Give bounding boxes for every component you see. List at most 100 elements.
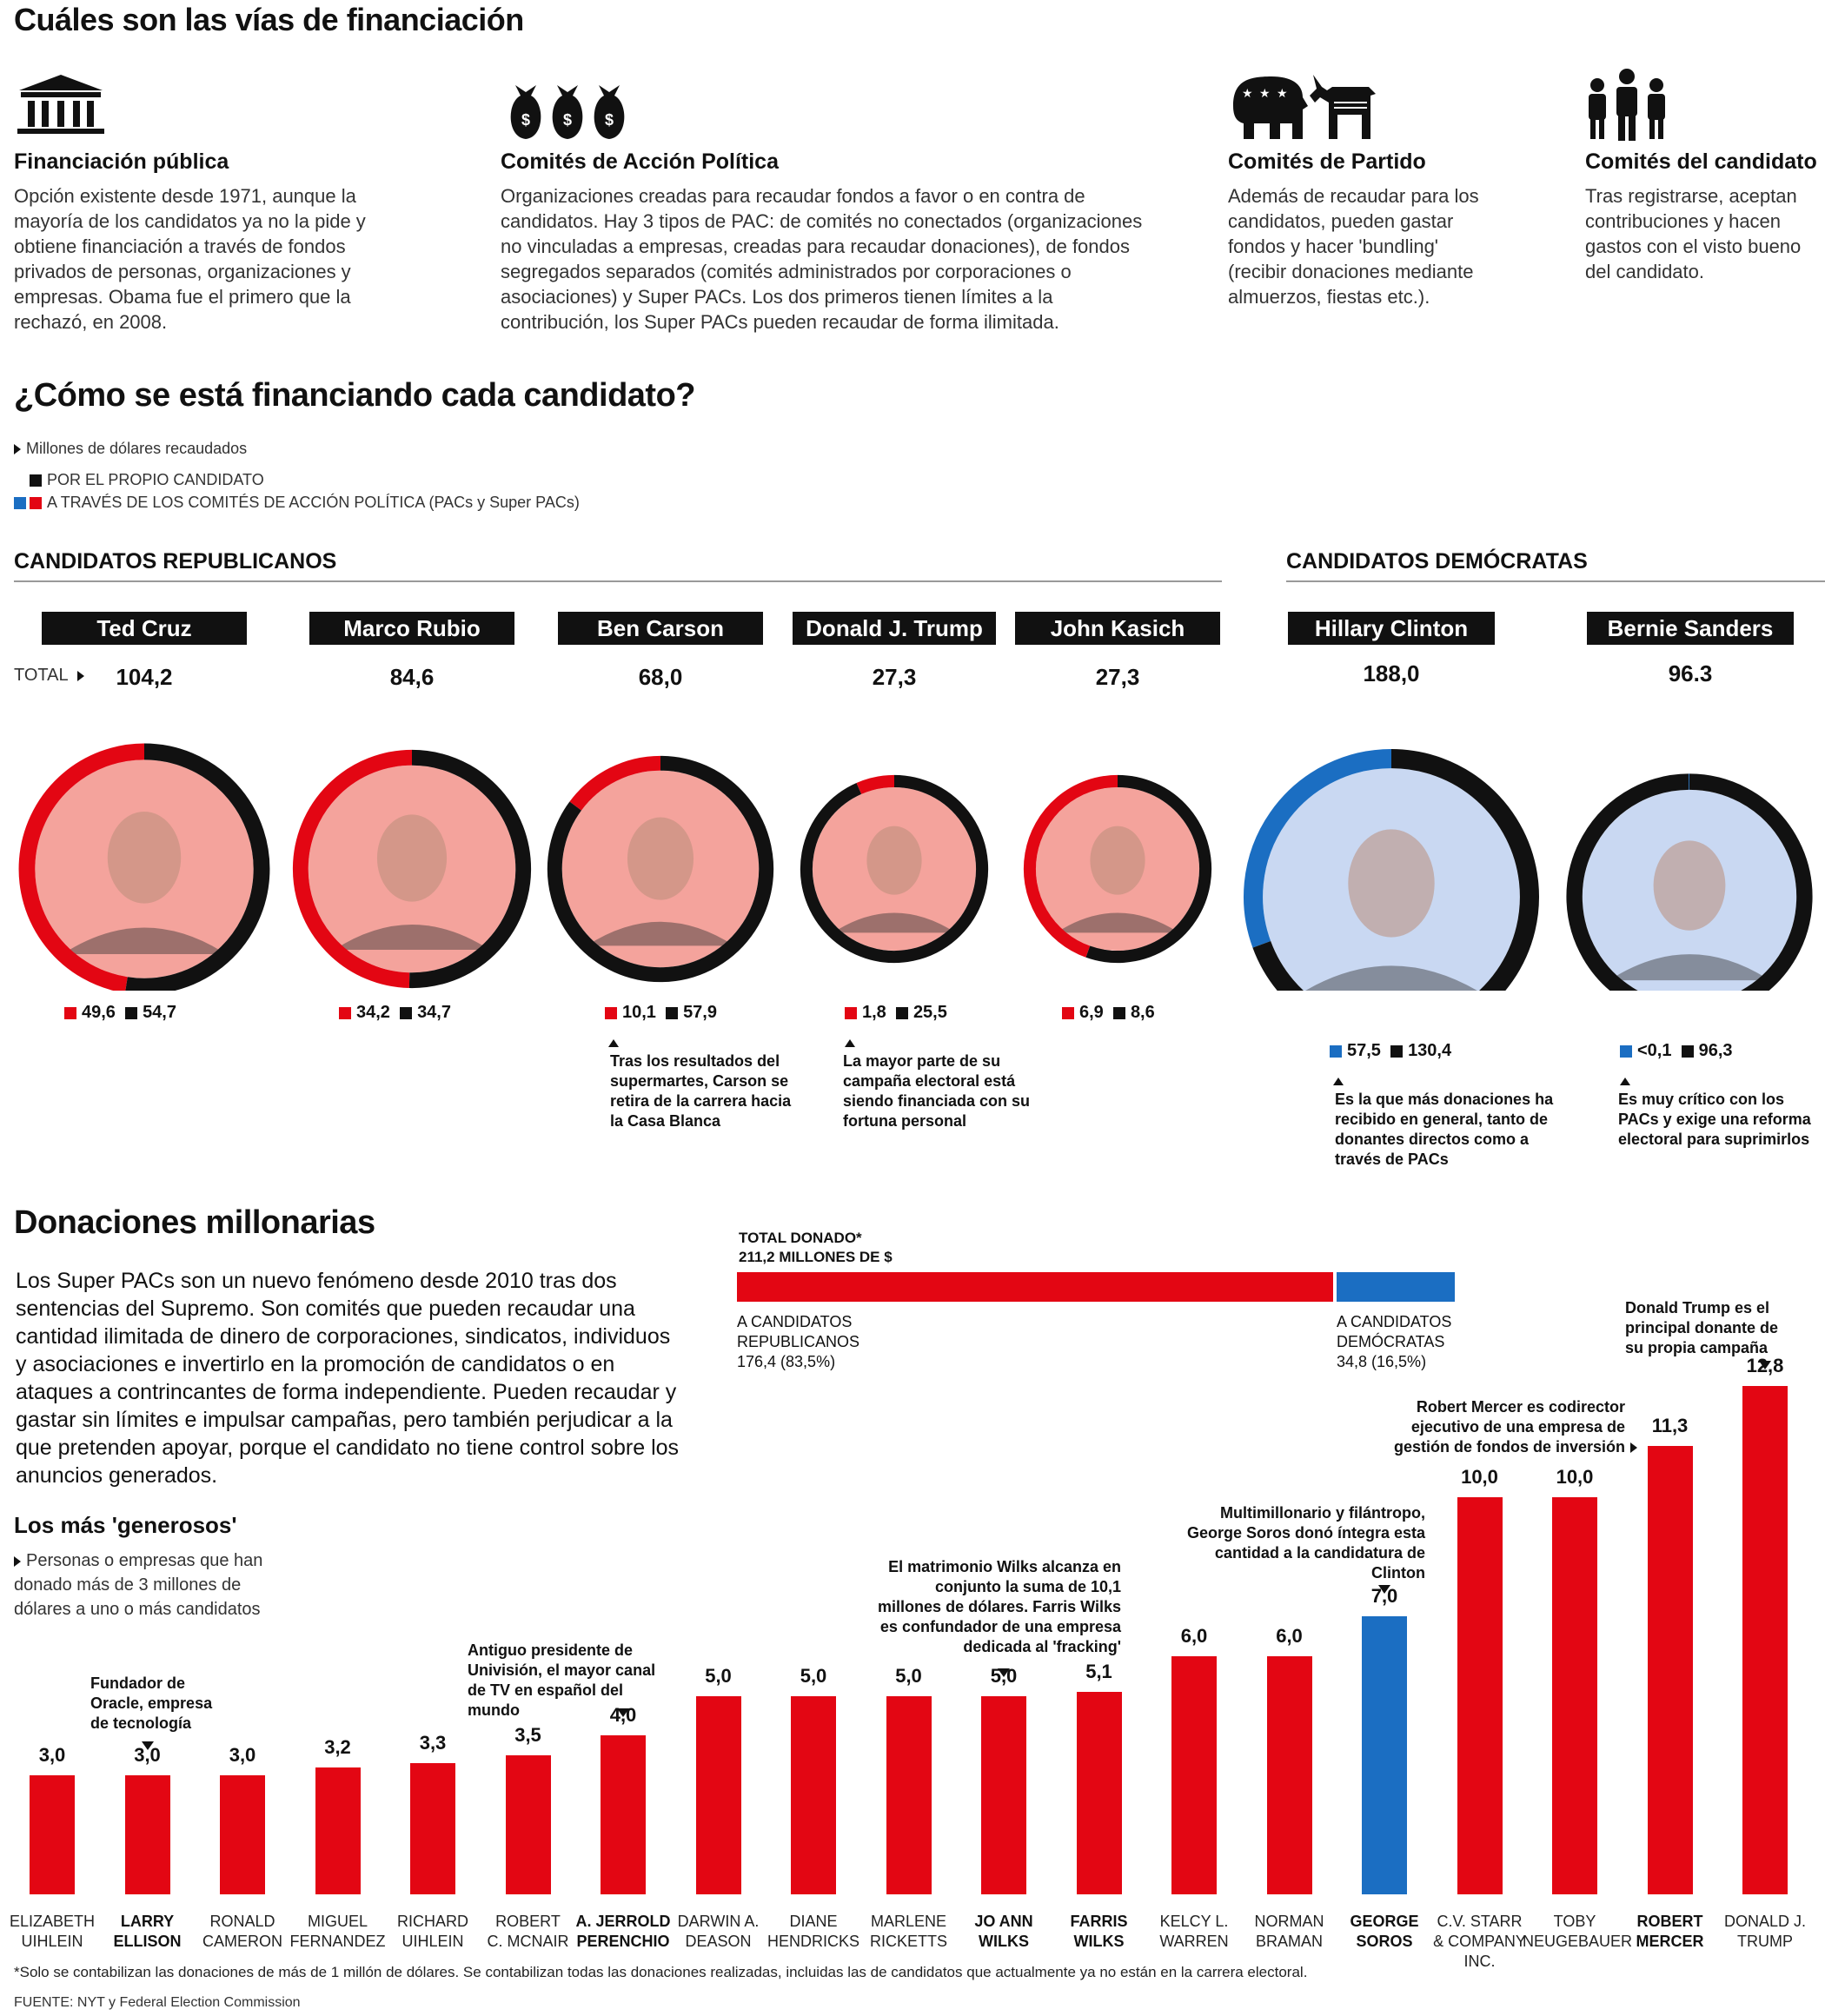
legend-own: POR EL PROPIO CANDIDATO: [14, 471, 264, 489]
total-label: TOTAL: [14, 666, 90, 686]
donor-name-label: RICHARD UIHLEIN: [381, 1912, 485, 1952]
donor-annotation: Donald Trump es el principal donante de …: [1625, 1299, 1779, 1356]
triangle-down-icon: [998, 1668, 1010, 1677]
note-bernie-sanders: Es muy crítico con los PACs y exige una …: [1618, 1091, 1811, 1148]
donor-name-line: SOROS: [1356, 1933, 1413, 1950]
triangle-right-icon: [77, 670, 85, 681]
donor-annotation: Antiguo presidente de Univisión, el mayo…: [468, 1641, 656, 1719]
donor-name-line: JO ANN: [974, 1913, 1033, 1930]
black-swatch: [1112, 1006, 1125, 1019]
donut-1: [293, 749, 532, 989]
donut-own-segment: [1566, 773, 1813, 991]
donor-value-label: 3,0: [38, 1743, 66, 1766]
donor-name-label: LARRY ELLISON: [96, 1912, 200, 1952]
note-donald-trump: La mayor parte de su campaña electoral e…: [843, 1052, 1031, 1130]
face-silhouette: [107, 812, 182, 904]
candidate-name: Ben Carson: [558, 612, 763, 645]
face-silhouette: [866, 826, 922, 895]
candidate-total: 68,0: [638, 664, 683, 690]
svg-text:$: $: [605, 111, 614, 129]
legend-red-swatch: [30, 497, 42, 510]
donor-value-label: 5,0: [895, 1664, 922, 1687]
donor-name-label: KELCY L. WARREN: [1142, 1912, 1246, 1952]
donor-name-line: WILKS: [1073, 1933, 1125, 1950]
candidate-name: Bernie Sanders: [1587, 612, 1794, 645]
donor-name-label: DIANE HENDRICKS: [761, 1912, 866, 1952]
donut-pac-segment: [1023, 774, 1118, 958]
donor-name-label: MARLENE RICKETTS: [857, 1912, 961, 1952]
candidate-ted-cruz: Ted Cruz 104,2: [42, 612, 247, 691]
donor-bar: [1647, 1445, 1693, 1894]
republican-header: CANDIDATOS REPUBLICANOS: [14, 549, 337, 574]
donor-name-label: RONALD CAMERON: [190, 1912, 295, 1952]
donor-bar: [1266, 1655, 1312, 1894]
triangle-down-icon: [1378, 1585, 1390, 1594]
donor-name-label: MIGUEL FERNANDEZ: [286, 1912, 390, 1952]
donor-name-line: HENDRICKS: [766, 1933, 859, 1950]
donor-name-line: MIGUEL: [307, 1913, 368, 1930]
donor-value-label: 3,0: [134, 1743, 161, 1766]
candidate-bernie-sanders: Bernie Sanders 96.3: [1587, 612, 1794, 687]
face-silhouette: [1653, 840, 1726, 931]
donut-pac-segment: [18, 743, 145, 991]
black-swatch: [400, 1006, 413, 1019]
candidate-hillary-clinton: Hillary Clinton 188,0: [1288, 612, 1495, 687]
donor-name-line: WILKS: [979, 1933, 1029, 1950]
donut-0: [18, 743, 270, 991]
donor-name-line: RICHARD: [396, 1913, 468, 1930]
shoulders-silhouette: [1609, 954, 1770, 981]
donor-annotation: Fundador de Oracle, empresa de tecnologí…: [90, 1674, 213, 1732]
donor-value-label: 3,5: [514, 1724, 541, 1747]
donor-bar: [1742, 1386, 1788, 1894]
donor-name-line: PERENCHIO: [576, 1933, 670, 1950]
candidate-total: 104,2: [116, 664, 173, 690]
donor-value-label: 7,0: [1370, 1585, 1398, 1608]
candidate-donald-trump: Donald J. Trump 27,3: [793, 612, 996, 691]
donor-name-line: NEUGEBAUER: [1523, 1933, 1633, 1950]
shoulders-silhouette: [587, 921, 734, 946]
democrat-rule: [1286, 580, 1825, 582]
donor-bar: [1552, 1497, 1597, 1894]
svg-text:$: $: [521, 111, 530, 129]
section3-title: Donaciones millonarias: [14, 1204, 375, 1241]
donor-name-line: TRUMP: [1737, 1933, 1793, 1950]
candidate-donut-charts: [18, 743, 1813, 991]
donor-name-line: DEASON: [685, 1933, 752, 1950]
donor-name-line: RICKETTS: [869, 1933, 947, 1950]
donor-bar: [30, 1774, 75, 1894]
donor-name-line: MARLENE: [870, 1913, 947, 1930]
shoulders-silhouette: [833, 912, 956, 933]
pair-hillary-clinton: 57,5 130,4: [1330, 1041, 1451, 1061]
donor-value-label: 3,3: [419, 1732, 447, 1754]
red-swatch: [64, 1006, 76, 1019]
category-text: Organizaciones creadas para recaudar fon…: [501, 185, 1143, 333]
face-silhouette: [627, 817, 694, 900]
pair-ben-carson: 10,1 57,9: [605, 1003, 717, 1023]
donor-name-line: GEORGE: [1350, 1913, 1419, 1930]
pair-john-kasich: 6,9 8,6: [1062, 1003, 1155, 1023]
bank-building-icon: [17, 75, 104, 134]
candidate-name: Donald J. Trump: [793, 612, 996, 645]
section3-paragraph: Los Super PACs son un nuevo fenómeno des…: [16, 1269, 680, 1488]
candidate-ben-carson: Ben Carson 68,0: [558, 612, 763, 691]
donut-pac-segment: [293, 749, 413, 989]
face-silhouette: [1090, 826, 1145, 895]
section2-subtitle: Millones de dólares recaudados: [14, 440, 247, 458]
donor-annotation: Robert Mercer es codirector ejecutivo de…: [1393, 1398, 1625, 1456]
face-silhouette: [1348, 829, 1435, 938]
donut-pac-segment: [1244, 749, 1392, 948]
category-title: Comités del candidato: [1585, 149, 1817, 174]
donor-name-label: ROBERT MERCER: [1618, 1912, 1722, 1952]
donor-name-line: DARWIN A.: [677, 1913, 760, 1930]
split-dem-text: A CANDIDATOS DEMÓCRATAS 34,8 (16,5%): [1337, 1313, 1452, 1370]
donor-name-label: GEORGE SOROS: [1332, 1912, 1437, 1952]
total-donated: TOTAL DONADO* 211,2 MILLONES DE $: [739, 1229, 893, 1267]
split-bar-democrat: [1337, 1272, 1455, 1302]
category-title: Comités de Partido: [1228, 149, 1426, 174]
donor-name-line: ELIZABETH: [9, 1913, 96, 1930]
donut-pac-segment: [569, 755, 661, 811]
people-group-icon: [1589, 69, 1665, 141]
donor-value-label: 12,8: [1746, 1355, 1784, 1377]
category-title: Financiación pública: [14, 149, 229, 174]
triangle-up-icon: [845, 1039, 855, 1047]
